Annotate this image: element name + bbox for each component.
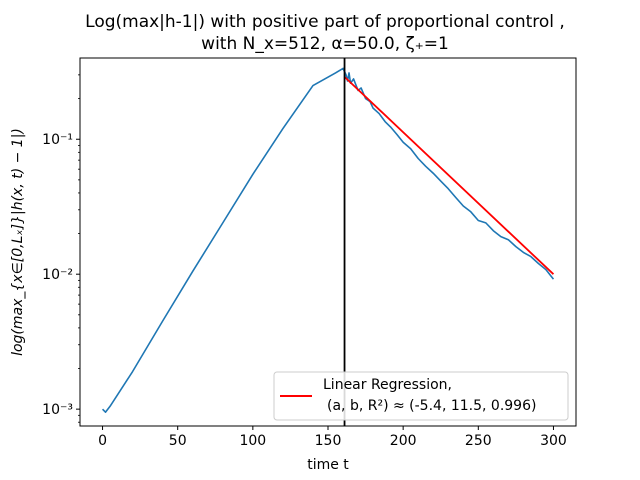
legend-box [273, 371, 569, 421]
plot-frame [79, 57, 577, 427]
chart-title-line1: Log(max|h-1|) with positive part of prop… [85, 12, 565, 32]
series-group [101, 67, 555, 413]
x-tick-label: 200 [390, 433, 417, 449]
y-tick-label: 10⁻² [42, 267, 73, 283]
legend-label-line2: (a, b, R²) ≈ (-5.4, 11.5, 0.996) [327, 398, 536, 414]
plot-area [79, 57, 577, 427]
x-axis-ticks: 0 50 100 150 200 250 300 [98, 426, 567, 449]
y-axis-ticks: 10⁻³ 10⁻² 10⁻¹ [42, 74, 80, 423]
x-axis-label: time t [307, 457, 349, 473]
series-line-max-deviation [101, 67, 555, 413]
series-line-linear-regression [343, 76, 555, 275]
y-axis-label: log(max_{x∈[0,Lₓ]}|h(x, t) − 1|) [10, 128, 26, 356]
x-tick-label: 250 [465, 433, 492, 449]
x-tick-label: 100 [239, 433, 266, 449]
x-tick-label: 150 [315, 433, 342, 449]
y-tick-label: 10⁻¹ [42, 132, 73, 148]
chart-title-line2: with N_x=512, α=50.0, ζ₊=1 [201, 34, 449, 54]
x-tick-label: 300 [540, 433, 567, 449]
x-tick-label: 50 [169, 433, 187, 449]
y-tick-label: 10⁻³ [42, 402, 73, 418]
legend-label-line1: Linear Regression, [323, 377, 452, 393]
x-tick-label: 0 [98, 433, 107, 449]
legend: Linear Regression, (a, b, R²) ≈ (-5.4, 1… [273, 371, 569, 421]
